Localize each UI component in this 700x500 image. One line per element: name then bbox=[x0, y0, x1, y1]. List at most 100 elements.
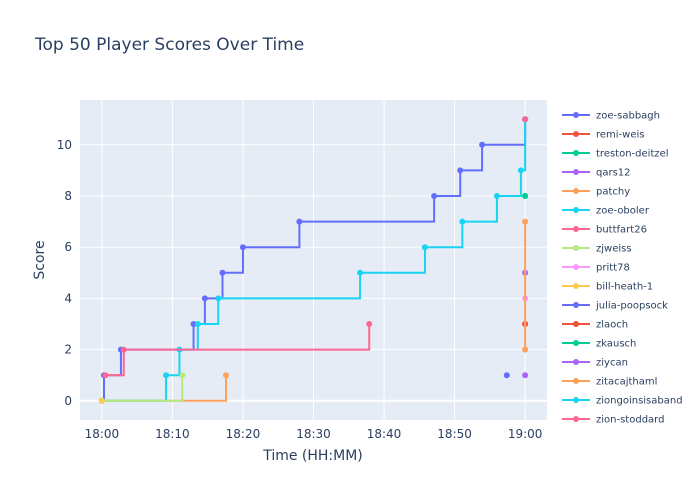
series-zkausch bbox=[522, 193, 529, 199]
legend-swatch-marker bbox=[573, 169, 579, 175]
legend-label: zjweiss bbox=[596, 244, 632, 255]
legend-label: zkausch bbox=[596, 339, 636, 350]
data-point bbox=[239, 244, 246, 251]
legend-item[interactable]: ziongoinsisaband bbox=[562, 396, 683, 407]
y-tick-label: 10 bbox=[57, 138, 72, 152]
series-layer bbox=[98, 116, 529, 404]
y-tick-label: 4 bbox=[64, 291, 72, 305]
x-tick-label: 18:20 bbox=[226, 427, 261, 441]
legend-label: bill-heath-1 bbox=[596, 282, 653, 293]
data-point bbox=[421, 244, 428, 251]
series-julia-poopsock bbox=[503, 372, 510, 379]
legend-swatch-marker bbox=[573, 359, 579, 365]
legend-swatch-marker bbox=[573, 112, 579, 118]
legend-label: julia-poopsock bbox=[595, 301, 668, 312]
legend-item[interactable]: zion-stoddard bbox=[562, 415, 664, 426]
data-point bbox=[522, 218, 529, 225]
data-point bbox=[102, 372, 109, 379]
series-bill-heath-1 bbox=[98, 397, 105, 404]
data-point bbox=[522, 346, 529, 353]
data-point bbox=[522, 116, 529, 123]
legend-label: qars12 bbox=[596, 168, 631, 179]
data-point bbox=[179, 372, 186, 379]
legend-label: zitacajthaml bbox=[596, 377, 657, 388]
x-tick-label: 18:40 bbox=[367, 427, 402, 441]
legend-label: ziongoinsisaband bbox=[596, 396, 683, 407]
legend-item[interactable]: zkausch bbox=[562, 339, 636, 350]
legend-item[interactable]: treston-deitzel bbox=[562, 149, 669, 160]
legend-item[interactable]: zoe-oboler bbox=[562, 206, 650, 217]
y-tick-label: 0 bbox=[64, 394, 72, 408]
legend-item[interactable]: buttfart26 bbox=[562, 225, 647, 236]
x-tick-label: 19:00 bbox=[508, 427, 543, 441]
legend-swatch-marker bbox=[573, 321, 579, 327]
data-point bbox=[366, 321, 373, 327]
legend-label: remi-weis bbox=[596, 130, 645, 141]
legend-label: zoe-oboler bbox=[596, 206, 650, 217]
y-axis-title: Score bbox=[32, 240, 48, 279]
data-point bbox=[457, 167, 464, 174]
legend-label: ziycan bbox=[596, 358, 628, 369]
y-tick-label: 6 bbox=[64, 240, 72, 254]
data-point bbox=[503, 372, 510, 379]
series-buttfart26 bbox=[102, 321, 373, 379]
y-tick-label: 8 bbox=[64, 189, 72, 203]
legend-swatch-marker bbox=[573, 264, 579, 270]
legend-swatch-marker bbox=[573, 378, 579, 384]
data-point bbox=[522, 372, 529, 379]
legend-item[interactable]: zjweiss bbox=[562, 244, 632, 255]
y-tick-label: 2 bbox=[64, 343, 72, 357]
legend-swatch-marker bbox=[573, 131, 579, 137]
legend-item[interactable]: julia-poopsock bbox=[562, 301, 668, 312]
legend[interactable]: zoe-sabbagh remi-weis treston-deitzel qars1… bbox=[562, 111, 683, 426]
legend-item[interactable]: ziycan bbox=[562, 358, 628, 369]
data-point bbox=[223, 372, 230, 379]
legend-label: zoe-sabbagh bbox=[596, 111, 660, 122]
data-point bbox=[522, 193, 529, 199]
legend-item[interactable]: zlaoch bbox=[562, 320, 628, 331]
legend-item[interactable]: qars12 bbox=[562, 168, 631, 179]
legend-swatch-marker bbox=[573, 340, 579, 346]
data-point bbox=[357, 269, 364, 276]
legend-item[interactable]: patchy bbox=[562, 187, 630, 198]
legend-label: pritt78 bbox=[596, 263, 630, 274]
legend-item[interactable]: pritt78 bbox=[562, 263, 630, 274]
legend-label: treston-deitzel bbox=[596, 149, 669, 160]
series-line bbox=[101, 119, 527, 402]
x-tick-label: 18:00 bbox=[85, 427, 120, 441]
legend-item[interactable]: remi-weis bbox=[562, 130, 645, 141]
legend-item[interactable]: zitacajthaml bbox=[562, 377, 657, 388]
data-point bbox=[201, 295, 208, 302]
data-point bbox=[163, 372, 170, 379]
data-point bbox=[431, 193, 438, 199]
data-point bbox=[493, 193, 500, 199]
legend-swatch-marker bbox=[573, 416, 579, 422]
data-point bbox=[517, 167, 524, 174]
chart-title: Top 50 Player Scores Over Time bbox=[34, 35, 304, 55]
legend-swatch-marker bbox=[573, 150, 579, 156]
legend-swatch-marker bbox=[573, 245, 579, 251]
series-ziycan bbox=[522, 372, 529, 379]
series-zitacajthaml bbox=[522, 218, 529, 353]
legend-label: zion-stoddard bbox=[596, 415, 664, 426]
legend-swatch-marker bbox=[573, 188, 579, 194]
legend-label: buttfart26 bbox=[596, 225, 647, 236]
legend-item[interactable]: bill-heath-1 bbox=[562, 282, 653, 293]
data-point bbox=[219, 269, 226, 276]
data-point bbox=[190, 321, 197, 327]
data-point bbox=[459, 218, 466, 225]
legend-item[interactable]: zoe-sabbagh bbox=[562, 111, 660, 122]
legend-swatch-marker bbox=[573, 207, 579, 213]
x-tick-label: 18:50 bbox=[437, 427, 472, 441]
legend-label: patchy bbox=[596, 187, 630, 198]
series-line bbox=[101, 375, 184, 402]
legend-swatch-marker bbox=[573, 226, 579, 232]
data-point bbox=[296, 218, 303, 225]
legend-swatch-marker bbox=[573, 397, 579, 403]
data-point bbox=[194, 321, 201, 327]
x-axis-title: Time (HH:MM) bbox=[262, 448, 363, 464]
data-point bbox=[479, 141, 486, 148]
data-point bbox=[98, 397, 105, 404]
tick-labels: 0 2 4 6 8 10 18:00 18:10 18:20 18:30 18:40 18:50 19:… bbox=[57, 138, 543, 441]
